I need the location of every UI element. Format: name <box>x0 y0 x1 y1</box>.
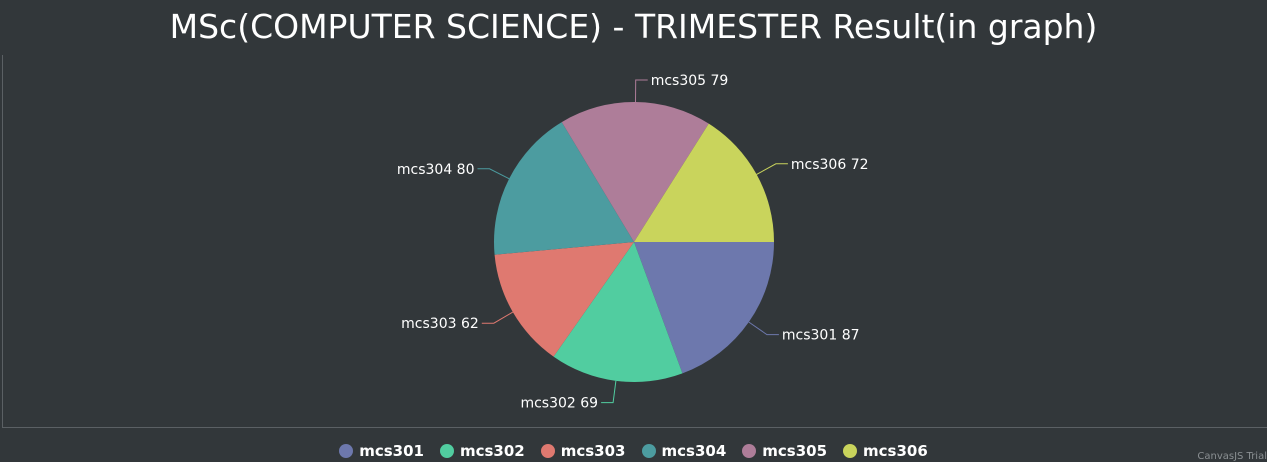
leader-line-mcs302 <box>601 380 617 404</box>
leader-line-mcs304 <box>477 168 510 180</box>
pie-slice-mcs305[interactable] <box>561 102 709 243</box>
legend-swatch <box>843 444 858 458</box>
legend-label: mcs302 <box>459 442 525 460</box>
leader-line-mcs306 <box>756 163 788 175</box>
legend-label: mcs306 <box>863 442 928 460</box>
legend-swatch <box>742 444 757 458</box>
plot-frame <box>2 55 1267 428</box>
legend-swatch <box>439 444 454 458</box>
legend-item-mcs303[interactable]: mcs303 <box>540 442 626 460</box>
legend-label: mcs304 <box>661 442 727 460</box>
pie-slice-mcs304[interactable] <box>494 122 634 255</box>
pie-chart: mcs301 87 mcs302 69 mcs303 62 mcs304 80 mcs3… <box>397 73 869 412</box>
data-label-mcs303: mcs303 62 <box>401 316 479 332</box>
legend-label: mcs301 <box>359 442 424 460</box>
data-label-mcs302: mcs302 69 <box>520 396 598 412</box>
legend-swatch <box>540 444 555 458</box>
legend-item-mcs305[interactable]: mcs305 <box>742 442 827 460</box>
leader-line-mcs305 <box>635 79 648 103</box>
legend-item-mcs304[interactable]: mcs304 <box>641 442 727 460</box>
legend-item-mcs306[interactable]: mcs306 <box>843 442 928 460</box>
data-label-mcs301: mcs301 87 <box>782 328 860 344</box>
data-label-mcs304: mcs304 80 <box>397 162 475 178</box>
credit-text[interactable]: CanvasJS Trial <box>1197 451 1267 462</box>
data-label-mcs306: mcs306 72 <box>791 157 869 173</box>
legend-swatch <box>641 444 656 458</box>
legend-label: mcs305 <box>762 442 828 460</box>
pie-slice-mcs303[interactable] <box>494 242 634 357</box>
legend-item-mcs301[interactable]: mcs301 <box>339 442 424 460</box>
legend-item-mcs302[interactable]: mcs302 <box>439 442 525 460</box>
legend-swatch <box>339 444 354 458</box>
chart-title: MSc(COMPUTER SCIENCE) - TRIMESTER Result… <box>169 7 1098 46</box>
leader-line-mcs303 <box>481 311 514 324</box>
legend: mcs301 mcs302 mcs303 mcs304 mcs305 mcs30… <box>0 440 1267 462</box>
legend-label: mcs303 <box>560 442 626 460</box>
data-label-mcs305: mcs305 79 <box>651 73 729 89</box>
leader-line-mcs301 <box>748 321 779 336</box>
pie-slice-mcs302[interactable] <box>553 242 683 382</box>
pie-slice-mcs306[interactable] <box>634 123 774 242</box>
pie-slice-mcs301[interactable] <box>634 242 774 374</box>
